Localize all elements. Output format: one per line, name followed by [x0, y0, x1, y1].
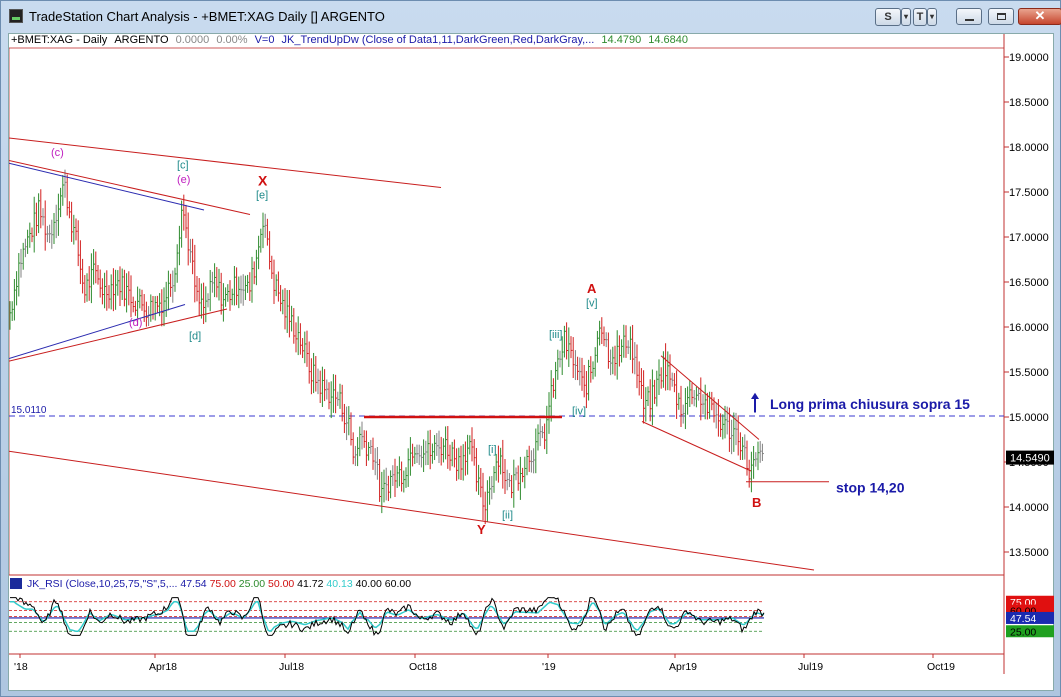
price-tick-label: 19.0000 — [1009, 52, 1049, 64]
triangle-lower-trendline-red — [9, 308, 228, 362]
rsi-axis-47-box — [1006, 611, 1054, 624]
time-tick-label: Jul19 — [798, 661, 823, 673]
wave-label-c-paren: (c) — [51, 147, 64, 159]
indicator-value-1: 14.4790 — [601, 34, 642, 46]
rsi-header-value: 50.00 — [265, 578, 294, 590]
rsi-axis-25: 25.00 — [1010, 626, 1036, 638]
tradestation-app-icon — [9, 9, 23, 23]
time-tick-label: '19 — [542, 661, 556, 673]
wave-label-ii-bracket: [ii] — [502, 510, 513, 522]
wave-label-y: Y — [477, 522, 486, 537]
s-button-label: S — [884, 11, 892, 23]
rsi-header-value: 40.13 — [323, 578, 352, 590]
descending-channel-upper — [660, 355, 760, 440]
wave-label-e-paren: (e) — [177, 174, 190, 186]
last-price-label: 14.5490 — [1010, 453, 1050, 465]
triangle-lower-trendline-blue — [9, 304, 186, 359]
stop-loss-note: stop 14,20 — [836, 480, 905, 496]
wave-label-c-bracket: [c] — [177, 160, 189, 172]
price-tick-label: 18.0000 — [1009, 142, 1049, 154]
time-tick-label: Oct19 — [927, 661, 955, 673]
volume-label: V=0 — [254, 34, 275, 46]
instrument-name: ARGENTO — [114, 34, 169, 46]
wave-label-e-bracket: [e] — [256, 189, 268, 201]
time-tick-label: Apr19 — [669, 661, 697, 673]
t-toolbar-button[interactable]: T — [913, 8, 927, 26]
rsi-header-value: JK_RSI (Close,10,25,75,"S",5,... — [27, 578, 177, 590]
wave-label-d-bracket: [d] — [189, 331, 201, 343]
wave-label-a: A — [587, 281, 597, 296]
price-chart[interactable]: 19.0000 18.5000 18.0000 17.5000 17.0000 16.50… — [9, 34, 1055, 692]
wave-label-iii-bracket: [iii] — [549, 329, 562, 341]
price-tick-label: 15.0000 — [1009, 412, 1049, 424]
last-price-box — [1006, 450, 1054, 465]
maximize-icon — [997, 13, 1006, 20]
price-tick-label: 15.5000 — [1009, 367, 1049, 379]
s-toolbar-button[interactable]: S — [875, 8, 901, 26]
time-tick-label: '18 — [14, 661, 28, 673]
close-icon: ✕ — [1034, 8, 1046, 23]
rsi-axis-47: 47.54 — [1010, 613, 1036, 625]
price-tick-label: 17.5000 — [1009, 187, 1049, 199]
rsi-header-value: 25.00 — [236, 578, 265, 590]
t-dropdown-arrow-icon[interactable]: ▾ — [927, 8, 937, 26]
price-tick-label: 13.5000 — [1009, 547, 1049, 559]
triangle-upper-trendline-blue — [9, 162, 205, 211]
descending-channel-lower — [641, 421, 752, 472]
rsi-panel-icon — [10, 578, 22, 589]
time-tick-label: Apr18 — [149, 661, 177, 673]
wave-label-x: X — [258, 173, 268, 189]
s-dropdown-arrow-icon[interactable]: ▾ — [901, 8, 911, 26]
chart-area[interactable]: +BMET:XAG - Daily ARGENTO 0.0000 0.00% V… — [8, 33, 1054, 691]
symbol-label: +BMET:XAG - Daily — [11, 34, 108, 46]
title-bar[interactable]: TradeStation Chart Analysis - +BMET:XAG … — [1, 1, 1061, 33]
rsi-header-value: 47.54 — [177, 578, 206, 590]
rsi-axis-25-box — [1006, 625, 1054, 638]
price-tick-label: 16.5000 — [1009, 277, 1049, 289]
window-title: TradeStation Chart Analysis - +BMET:XAG … — [29, 9, 385, 24]
rsi-signal-series — [10, 601, 765, 633]
rsi-header-label: JK_RSI (Close,10,25,75,"S",5,... 47.54 7… — [27, 578, 411, 590]
indicator-value-2: 14.6840 — [648, 34, 689, 46]
time-tick-label: Oct18 — [409, 661, 437, 673]
price-tick-label: 16.0000 — [1009, 322, 1049, 334]
rsi-header-value: 75.00 — [207, 578, 236, 590]
rsi-series — [10, 597, 765, 637]
chart-header: +BMET:XAG - Daily ARGENTO 0.0000 0.00% V… — [11, 34, 688, 46]
upper-channel-trendline — [9, 137, 442, 188]
triangle-upper-trendline-red — [9, 160, 251, 215]
lower-channel-trendline — [9, 450, 815, 571]
pct-change: 0.00% — [216, 34, 248, 46]
wave-label-v-bracket: [v] — [586, 297, 598, 309]
price-bars — [9, 169, 764, 525]
price-tick-label: 17.0000 — [1009, 232, 1049, 244]
price-tick-label: 14.0000 — [1009, 502, 1049, 514]
t-button-label: T — [916, 11, 924, 23]
level-line-label: 15.0110 — [11, 405, 47, 416]
long-entry-note: Long prima chiusura sopra 15 — [770, 396, 970, 412]
price-tick-label: 18.5000 — [1009, 97, 1049, 109]
long-arrowhead-icon — [751, 392, 759, 399]
maximize-button[interactable] — [988, 8, 1014, 25]
wave-label-b: B — [752, 495, 761, 510]
price-panel-border — [9, 47, 1005, 576]
rsi-header-value: 60.00 — [382, 578, 411, 590]
wave-label-i-bracket: [i] — [488, 444, 497, 456]
rsi-header-value: 40.00 — [353, 578, 382, 590]
minimize-button[interactable] — [956, 8, 982, 25]
net-change: 0.0000 — [175, 34, 210, 46]
wave-label-iv-bracket: [iv] — [572, 405, 586, 417]
wave-label-d-paren: (d) — [129, 317, 142, 329]
time-tick-label: Jul18 — [279, 661, 304, 673]
indicator-label: JK_TrendUpDw (Close of Data1,11,DarkGree… — [281, 34, 595, 46]
minimize-icon — [965, 19, 974, 21]
rsi-header-value: 41.72 — [294, 578, 323, 590]
close-button[interactable]: ✕ — [1018, 8, 1061, 25]
